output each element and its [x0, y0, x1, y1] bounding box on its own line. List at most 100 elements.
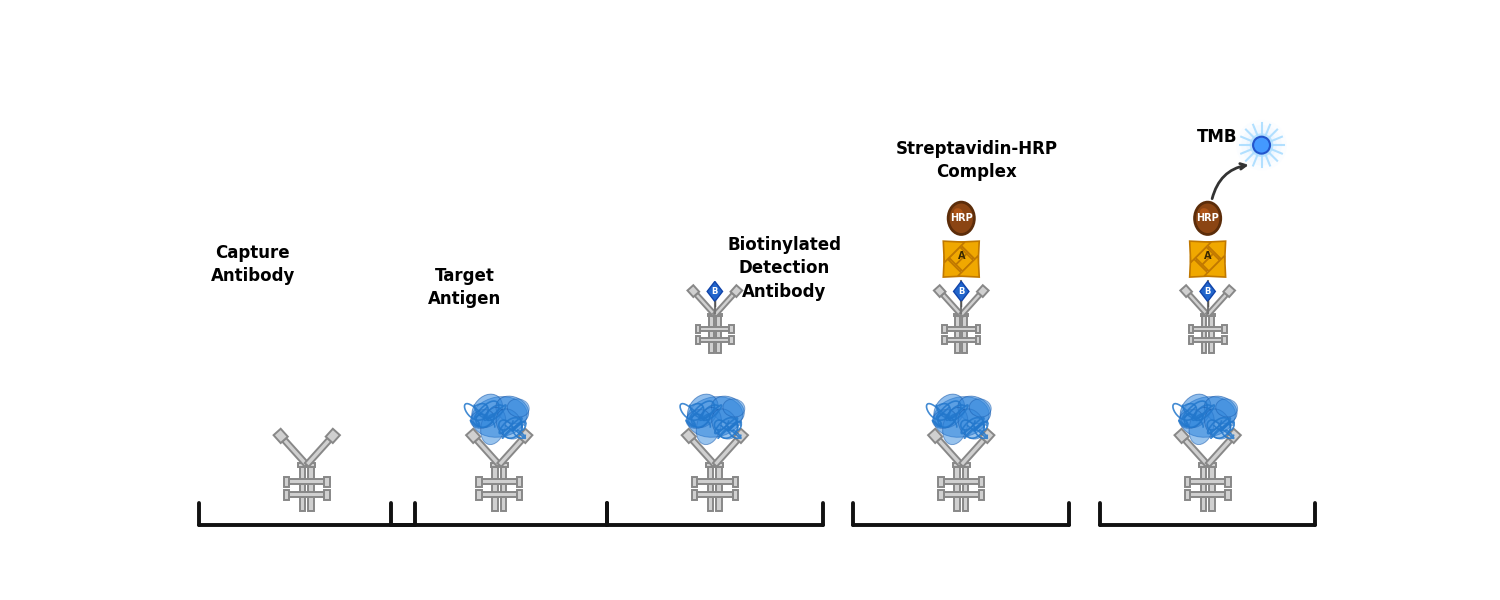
Text: Biotinylated
Detection
Antibody: Biotinylated Detection Antibody [728, 236, 842, 301]
Ellipse shape [496, 396, 528, 424]
Ellipse shape [687, 397, 742, 437]
Polygon shape [498, 438, 523, 467]
Polygon shape [940, 293, 963, 316]
Polygon shape [1200, 465, 1206, 511]
Polygon shape [482, 479, 518, 484]
Polygon shape [708, 465, 714, 511]
Ellipse shape [686, 410, 709, 428]
Polygon shape [696, 336, 700, 344]
Ellipse shape [496, 409, 522, 439]
Polygon shape [980, 490, 984, 500]
Polygon shape [1206, 438, 1231, 467]
Ellipse shape [1200, 208, 1209, 216]
Text: A: A [957, 251, 964, 261]
Polygon shape [976, 336, 981, 344]
Ellipse shape [687, 394, 718, 428]
Polygon shape [734, 429, 748, 443]
Polygon shape [1196, 247, 1214, 265]
Polygon shape [482, 493, 518, 497]
Polygon shape [956, 315, 960, 353]
Polygon shape [944, 256, 964, 277]
Text: Capture
Antibody: Capture Antibody [210, 244, 296, 286]
Polygon shape [1188, 293, 1209, 316]
Ellipse shape [933, 410, 956, 428]
Text: A: A [1204, 251, 1212, 261]
Ellipse shape [711, 409, 738, 439]
Polygon shape [976, 285, 988, 297]
Polygon shape [1226, 477, 1230, 487]
Text: Target
Antigen: Target Antigen [427, 267, 501, 308]
Text: B: B [1204, 287, 1210, 296]
Polygon shape [960, 438, 986, 467]
Polygon shape [729, 336, 734, 344]
Polygon shape [954, 281, 969, 301]
Text: B: B [958, 287, 964, 296]
Polygon shape [1209, 315, 1214, 353]
Polygon shape [518, 477, 522, 487]
Polygon shape [1227, 429, 1240, 443]
Polygon shape [692, 477, 698, 487]
Polygon shape [1200, 314, 1215, 316]
Polygon shape [958, 241, 980, 263]
Polygon shape [284, 477, 290, 487]
Polygon shape [698, 479, 732, 484]
Polygon shape [730, 285, 742, 297]
Circle shape [1251, 134, 1272, 156]
Ellipse shape [1190, 407, 1214, 445]
Ellipse shape [1204, 409, 1231, 439]
Polygon shape [518, 429, 532, 443]
Polygon shape [1203, 254, 1219, 271]
Polygon shape [284, 490, 290, 500]
Circle shape [1250, 133, 1274, 157]
Polygon shape [324, 477, 330, 487]
Polygon shape [712, 293, 735, 316]
Text: B: B [711, 287, 718, 296]
Polygon shape [956, 247, 974, 265]
Polygon shape [938, 438, 963, 467]
Polygon shape [700, 338, 729, 342]
Polygon shape [1185, 490, 1190, 500]
Polygon shape [942, 336, 946, 344]
Ellipse shape [480, 407, 506, 445]
Polygon shape [273, 429, 288, 443]
Polygon shape [692, 490, 698, 500]
Circle shape [1252, 137, 1270, 154]
Polygon shape [963, 315, 968, 353]
Polygon shape [928, 429, 942, 443]
Polygon shape [976, 325, 981, 333]
Polygon shape [1196, 254, 1214, 271]
Polygon shape [1206, 293, 1228, 316]
Polygon shape [944, 493, 980, 497]
Polygon shape [938, 490, 944, 500]
Polygon shape [476, 477, 482, 487]
Ellipse shape [969, 399, 992, 417]
Polygon shape [952, 463, 970, 467]
Polygon shape [717, 465, 722, 511]
Polygon shape [980, 477, 984, 487]
Polygon shape [950, 247, 966, 265]
Polygon shape [300, 465, 306, 511]
Polygon shape [698, 493, 732, 497]
Ellipse shape [1179, 410, 1203, 428]
Polygon shape [1198, 463, 1216, 467]
Polygon shape [958, 256, 980, 277]
Ellipse shape [471, 397, 526, 437]
Polygon shape [700, 327, 729, 331]
Circle shape [1246, 130, 1276, 160]
Polygon shape [476, 490, 482, 500]
Polygon shape [681, 429, 696, 443]
Polygon shape [732, 490, 738, 500]
Polygon shape [324, 490, 330, 500]
Polygon shape [501, 465, 507, 511]
Polygon shape [1190, 493, 1225, 497]
Polygon shape [1222, 325, 1227, 333]
Circle shape [1240, 125, 1282, 166]
Ellipse shape [472, 394, 502, 428]
Ellipse shape [711, 396, 744, 424]
Polygon shape [1203, 247, 1219, 265]
Polygon shape [942, 325, 946, 333]
Text: HRP: HRP [1197, 213, 1219, 223]
Polygon shape [1180, 285, 1192, 297]
Text: TMB: TMB [1197, 128, 1237, 146]
Ellipse shape [948, 202, 975, 235]
